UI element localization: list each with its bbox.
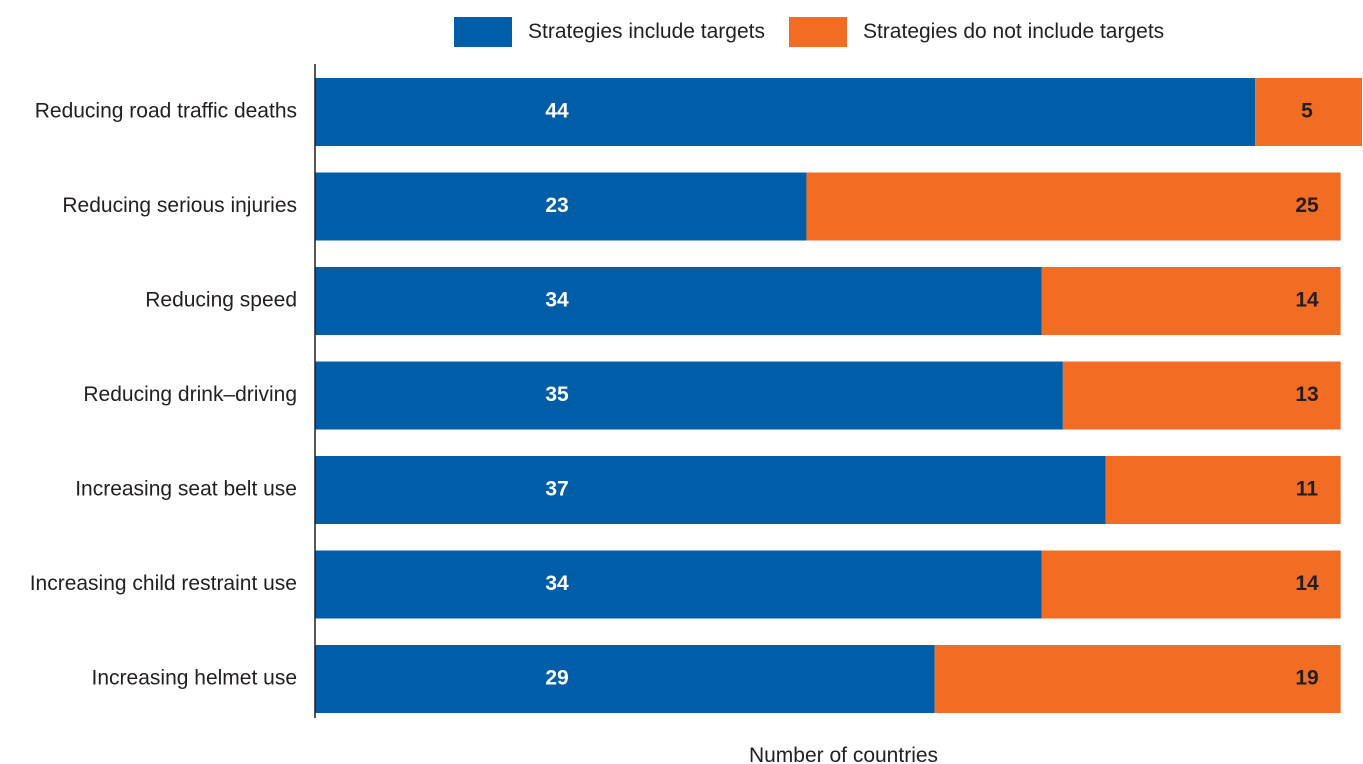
bar-no-targets <box>1105 456 1341 524</box>
value-labels-group: 44 5 23 25 34 14 35 13 37 11 34 14 29 19 <box>545 100 1319 690</box>
bar-no-targets <box>934 645 1341 713</box>
category-label: Reducing road traffic deaths <box>35 100 297 123</box>
bar-no-targets <box>1041 267 1341 335</box>
bar-no-targets <box>806 172 1341 241</box>
bar-include-targets <box>315 172 807 241</box>
value-label-no-targets: 14 <box>1295 572 1319 595</box>
legend-swatch-no-targets <box>788 17 847 47</box>
bar-include-targets <box>315 267 1042 335</box>
value-label-no-targets: 13 <box>1295 383 1318 406</box>
x-axis-label: Number of countries <box>749 744 938 764</box>
value-label-include-targets: 34 <box>545 572 569 595</box>
bar-no-targets <box>1041 550 1341 619</box>
value-label-no-targets: 25 <box>1295 194 1319 217</box>
value-label-include-targets: 29 <box>545 667 568 690</box>
category-label: Reducing speed <box>145 289 297 312</box>
value-label-include-targets: 44 <box>545 100 569 123</box>
legend-swatch-include-targets <box>454 17 512 47</box>
value-label-include-targets: 23 <box>545 194 568 217</box>
bar-no-targets <box>1255 78 1362 146</box>
bar-include-targets <box>315 456 1106 524</box>
legend-label-include-targets: Strategies include targets <box>528 20 765 43</box>
chart-legend: Strategies include targets Strategies do… <box>454 16 1188 48</box>
category-label: Increasing seat belt use <box>75 478 297 501</box>
category-label: Increasing child restraint use <box>30 572 297 595</box>
value-label-no-targets: 19 <box>1295 667 1318 690</box>
category-labels-group: Reducing road traffic deaths Reducing ser… <box>30 100 297 690</box>
category-label: Reducing serious injuries <box>62 194 297 217</box>
value-label-no-targets: 11 <box>1296 478 1319 501</box>
bar-include-targets <box>315 645 935 713</box>
value-label-no-targets: 5 <box>1301 100 1313 123</box>
bars-group <box>315 78 1362 713</box>
value-label-no-targets: 14 <box>1295 289 1319 312</box>
bar-include-targets <box>315 361 1063 430</box>
value-label-include-targets: 37 <box>545 478 568 501</box>
bar-include-targets <box>315 78 1256 146</box>
legend-label-no-targets: Strategies do not include targets <box>862 20 1165 43</box>
bar-include-targets <box>315 550 1042 619</box>
bar-no-targets <box>1062 361 1341 430</box>
value-label-include-targets: 35 <box>545 383 569 406</box>
legend-item-no-targets: Strategies do not include targets <box>788 17 1165 47</box>
legend-item-include-targets: Strategies include targets <box>454 17 765 47</box>
category-label: Reducing drink–driving <box>83 383 297 406</box>
category-label: Increasing helmet use <box>92 667 297 690</box>
value-label-include-targets: 34 <box>545 289 569 312</box>
